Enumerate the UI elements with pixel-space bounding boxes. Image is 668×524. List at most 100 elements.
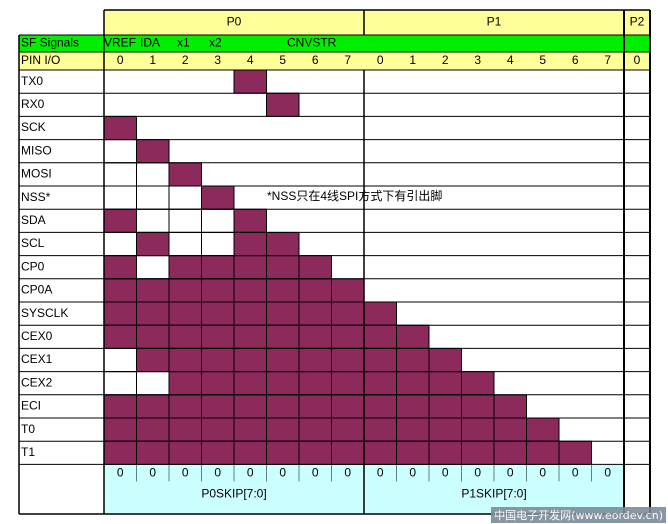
assigned-cell: [331, 348, 364, 372]
p1-skip-bit: 0: [442, 466, 449, 480]
assigned-cell: [364, 371, 397, 395]
signal-label: TX0: [21, 74, 43, 88]
p0-skip-bit: 0: [214, 466, 221, 480]
assigned-cell: [461, 418, 494, 442]
assigned-cell: [169, 325, 202, 349]
p0-pin-number: 4: [247, 53, 254, 67]
p0-skip-bit: 0: [117, 466, 124, 480]
assigned-cell: [234, 70, 267, 94]
assigned-cell: [299, 371, 332, 395]
signal-label: MOSI: [21, 167, 52, 181]
assigned-cell: [234, 255, 267, 279]
assigned-cell: [104, 441, 137, 465]
assigned-cell: [136, 325, 169, 349]
assigned-cell: [299, 348, 332, 372]
p0-skip-bit: 0: [149, 466, 156, 480]
assigned-cell: [429, 418, 462, 442]
assigned-cell: [169, 371, 202, 395]
signal-label: RX0: [21, 97, 45, 111]
p0-skip-bit: 0: [279, 466, 286, 480]
p0-skip-bit: 0: [182, 466, 189, 480]
empty-cell: [103, 347, 137, 373]
p1-pin-number: 3: [474, 53, 481, 67]
signal-label: SYSCLK: [21, 306, 68, 320]
sf-signals-label: SF Signals: [21, 36, 79, 50]
empty-cell: [103, 231, 137, 257]
p1-pin-number: 2: [442, 53, 449, 67]
p0-pin-number: 3: [214, 53, 221, 67]
port-p2-header: P2: [630, 15, 645, 29]
assigned-cell: [331, 325, 364, 349]
assigned-cell: [331, 394, 364, 418]
assigned-cell: [201, 278, 234, 302]
assigned-cell: [136, 418, 169, 442]
pin-io-band: [19, 52, 650, 70]
assigned-cell: [136, 139, 169, 163]
cell-border: [233, 69, 267, 94]
assigned-cell: [169, 162, 202, 186]
assigned-cell: [104, 255, 137, 279]
assigned-cell: [494, 441, 527, 465]
sf-annotation: CNVSTR: [287, 36, 337, 50]
p0-skip-bit: 0: [344, 466, 351, 480]
assigned-cell: [266, 325, 299, 349]
assigned-cell: [136, 394, 169, 418]
assigned-cell: [201, 302, 234, 326]
assigned-cell: [201, 348, 234, 372]
empty-cell: [136, 208, 170, 233]
assigned-cell: [234, 394, 267, 418]
assigned-cell: [136, 441, 169, 465]
p1-pin-number: 5: [539, 53, 546, 67]
sf-annotation: x2: [209, 36, 222, 50]
assigned-cell: [266, 278, 299, 302]
assigned-cell: [104, 302, 137, 326]
p0-pin-number: 6: [312, 53, 319, 67]
empty-cell: [103, 162, 137, 187]
assigned-cell: [266, 441, 299, 465]
assigned-cell: [331, 278, 364, 302]
assigned-cell: [429, 441, 462, 465]
assigned-cell: [201, 186, 234, 210]
assigned-cell: [234, 278, 267, 302]
signal-label: ECI: [21, 399, 41, 413]
signal-label: SCK: [21, 120, 46, 134]
p0-pin-number: 1: [149, 53, 156, 67]
empty-cell: [103, 185, 137, 210]
assigned-cell: [169, 418, 202, 442]
p1-skip-bit: 0: [539, 466, 546, 480]
assigned-cell: [234, 348, 267, 372]
assigned-cell: [104, 116, 137, 140]
assigned-cell: [461, 441, 494, 465]
signal-label: CP0: [21, 259, 45, 273]
assigned-cell: [396, 394, 429, 418]
assigned-cell: [266, 394, 299, 418]
assigned-cell: [331, 302, 364, 326]
assigned-cell: [169, 255, 202, 279]
signal-label: T0: [21, 422, 35, 436]
assigned-cell: [201, 418, 234, 442]
assigned-cell: [526, 418, 559, 442]
assigned-cell: [234, 325, 267, 349]
empty-cell: [136, 371, 170, 396]
assigned-cell: [104, 209, 137, 233]
assigned-cell: [299, 418, 332, 442]
assigned-cell: [364, 441, 397, 465]
assigned-cell: [364, 302, 397, 326]
assigned-cell: [169, 302, 202, 326]
assigned-cell: [169, 278, 202, 302]
assigned-cell: [526, 441, 559, 465]
empty-cell: [103, 139, 137, 164]
assigned-cell: [234, 371, 267, 395]
assigned-cell: [234, 232, 267, 256]
signal-label: SCL: [21, 236, 45, 250]
assigned-cell: [396, 348, 429, 372]
p1-skip-label: P1SKIP[7:0]: [461, 487, 526, 501]
pin-io-label: PIN I/O: [21, 53, 60, 67]
cell-border: [558, 440, 592, 465]
watermark: 中国电子开发网(www.eordev.cn): [491, 507, 666, 523]
assigned-cell: [364, 394, 397, 418]
assigned-cell: [136, 302, 169, 326]
assigned-cell: [104, 418, 137, 442]
port-header-band: [104, 10, 650, 35]
